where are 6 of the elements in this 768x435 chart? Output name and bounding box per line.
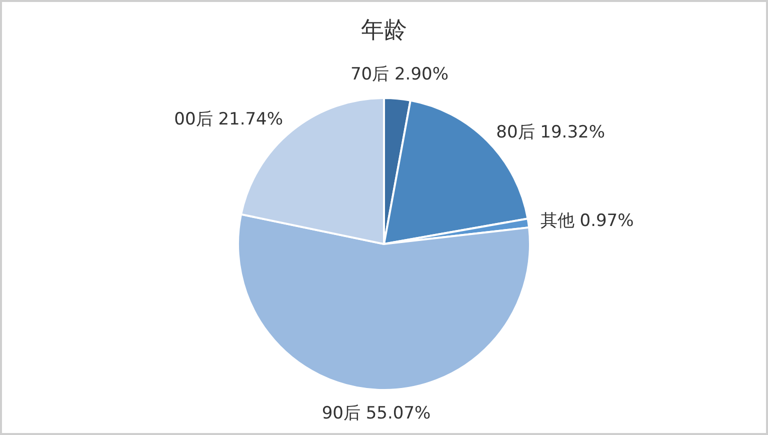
slice-label: 80后 19.32% xyxy=(496,122,606,142)
slice-label: 其他 0.97% xyxy=(540,210,634,231)
slice-label: 00后 21.74% xyxy=(174,110,284,130)
slice-label: 90后 55.07% xyxy=(322,403,431,424)
chart-title: 年龄 xyxy=(361,17,407,44)
slice-label: 70后 2.90% xyxy=(350,64,448,84)
